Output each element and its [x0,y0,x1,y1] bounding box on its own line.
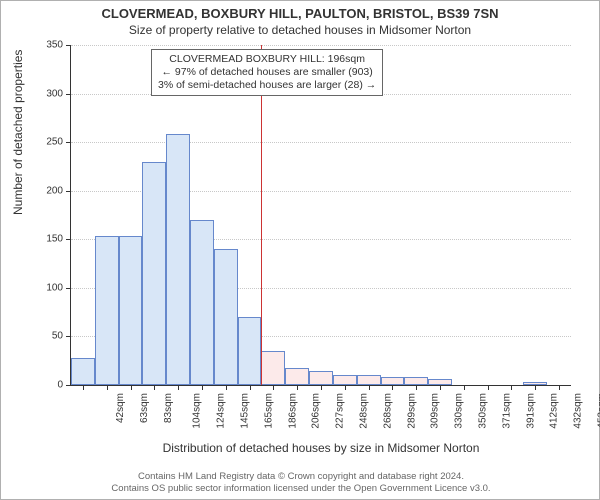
x-tick-mark [488,385,489,390]
histogram-bar [261,351,285,385]
x-tick-label: 227sqm [335,393,346,429]
x-tick-mark [321,385,322,390]
histogram-bar [404,377,428,385]
x-tick-label: 330sqm [454,393,465,429]
x-axis: 42sqm 63sqm 83sqm 104sqm 124sqm 145sqm 165sqm 1… [71,385,571,440]
chart-title-line2: Size of property relative to detached ho… [1,23,599,37]
histogram-bar [95,236,119,385]
x-tick-label: 83sqm [163,393,174,423]
footer-line1: Contains HM Land Registry data © Crown c… [11,471,591,482]
x-tick-mark [559,385,560,390]
footer-attribution: Contains HM Land Registry data © Crown c… [11,471,591,494]
x-tick-mark [250,385,251,390]
y-tick-label: 250 [46,137,63,148]
histogram-bar [285,368,309,385]
histogram-bar [381,377,405,385]
x-tick-label: 124sqm [216,393,227,429]
x-tick-mark [511,385,512,390]
x-tick-label: 248sqm [359,393,370,429]
footer-line2: Contains OS public sector information li… [11,483,591,494]
x-tick-mark [154,385,155,390]
y-tick-label: 0 [57,380,63,391]
y-axis-label: Number of detached properties [11,50,25,215]
x-tick-mark [440,385,441,390]
x-tick-mark [345,385,346,390]
x-tick-label: 186sqm [287,393,298,429]
x-tick-mark [178,385,179,390]
y-tick-label: 200 [46,185,63,196]
plot-area: CLOVERMEAD BOXBURY HILL: 196sqm ← 97% of… [71,45,571,385]
x-tick-mark [535,385,536,390]
x-tick-label: 371sqm [501,393,512,429]
histogram-bar [71,358,95,385]
x-axis-label: Distribution of detached houses by size … [71,441,571,455]
x-tick-mark [107,385,108,390]
histogram-bar [214,249,238,385]
annotation-line3: 3% of semi-detached houses are larger (2… [158,79,376,92]
x-tick-mark [369,385,370,390]
x-tick-mark [202,385,203,390]
x-tick-mark [83,385,84,390]
histogram-bar [357,375,381,385]
annotation-line2: ← 97% of detached houses are smaller (90… [158,66,376,79]
x-tick-label: 145sqm [240,393,251,429]
x-tick-label: 165sqm [263,393,274,429]
x-tick-label: 104sqm [192,393,203,429]
y-tick-label: 300 [46,88,63,99]
annotation-line1: CLOVERMEAD BOXBURY HILL: 196sqm [158,53,376,66]
x-tick-mark [416,385,417,390]
x-tick-mark [273,385,274,390]
chart-container: CLOVERMEAD, BOXBURY HILL, PAULTON, BRIST… [0,0,600,500]
x-tick-label: 309sqm [430,393,441,429]
x-tick-label: 432sqm [573,393,584,429]
y-tick-label: 50 [52,331,63,342]
x-tick-label: 206sqm [311,393,322,429]
x-tick-label: 42sqm [115,393,126,423]
histogram-bar [166,134,190,385]
x-tick-label: 412sqm [549,393,560,429]
histogram-bar [333,375,357,385]
histogram-bar [190,220,214,385]
x-tick-label: 350sqm [478,393,489,429]
x-tick-label: 391sqm [525,393,536,429]
x-tick-label: 289sqm [406,393,417,429]
x-tick-mark [226,385,227,390]
x-tick-mark [297,385,298,390]
histogram-bar [142,162,166,385]
y-axis: 050100150200250300350 [41,45,71,385]
y-tick-label: 150 [46,234,63,245]
x-tick-label: 268sqm [382,393,393,429]
y-tick-label: 350 [46,40,63,51]
chart-title-line1: CLOVERMEAD, BOXBURY HILL, PAULTON, BRIST… [1,6,599,21]
histogram-bar [309,371,333,385]
x-tick-label: 63sqm [139,393,150,423]
y-tick-label: 100 [46,282,63,293]
x-tick-mark [464,385,465,390]
x-tick-mark [392,385,393,390]
histogram-bar [119,236,143,385]
annotation-box: CLOVERMEAD BOXBURY HILL: 196sqm ← 97% of… [151,49,383,96]
x-tick-mark [131,385,132,390]
histogram-bar [238,317,262,385]
